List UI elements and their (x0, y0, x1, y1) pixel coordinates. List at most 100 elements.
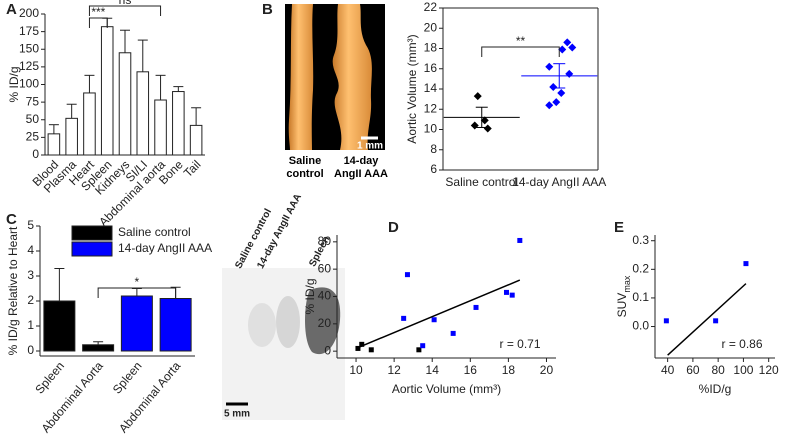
data-point (359, 341, 365, 347)
data-point (568, 43, 577, 52)
data-point (483, 124, 492, 133)
x-tick-label: 20 (540, 363, 554, 377)
y-tick-label: 100 (19, 77, 39, 91)
data-point (416, 347, 422, 353)
y-tick-label: 40 (318, 289, 332, 303)
aaa-signal (276, 296, 300, 348)
panel-letter: A (6, 1, 17, 18)
data-point (480, 116, 489, 125)
x-tick-label: 80 (711, 363, 725, 377)
y-axis-label: Aortic Volume (mm³) (405, 34, 419, 143)
y-tick-label: 3 (27, 268, 34, 282)
x-axis-label: Aortic Volume (mm³) (392, 382, 501, 396)
image-label-box: Saline control (286, 155, 324, 180)
bar (47, 133, 61, 156)
bar (65, 117, 78, 156)
panel-letter: E (614, 219, 624, 236)
y-tick-label: 20 (318, 316, 332, 330)
y-tick-label: 150 (19, 41, 39, 55)
y-tick-label: 125 (19, 59, 39, 73)
data-point (552, 98, 561, 107)
y-tick-label: 0 (27, 343, 34, 357)
significance-bracket (88, 5, 162, 16)
bar (154, 99, 167, 156)
bar (136, 71, 150, 156)
x-tick-label: 16 (464, 363, 478, 377)
data-point (420, 343, 426, 349)
y-tick-label: 0.0 (632, 319, 649, 333)
significance-label: ns (119, 0, 132, 7)
y-axis-label-text: SUV (615, 293, 629, 318)
data-point (368, 347, 374, 353)
y-tick-label: 1 (27, 318, 34, 332)
saline-signal (248, 303, 276, 347)
data-point (503, 289, 509, 295)
x-tick-label: 100 (733, 363, 753, 377)
regression-line (667, 283, 747, 356)
y-tick-label: 60 (318, 261, 332, 275)
legend-swatch (71, 241, 113, 257)
scale-label: 5 mm (224, 409, 250, 420)
bar (43, 300, 76, 352)
y-tick-label: 4 (27, 243, 34, 257)
y-tick-label: 5 (27, 218, 34, 232)
y-tick-label: 175 (19, 24, 39, 38)
legend-label: Saline control (118, 225, 191, 239)
y-axis-label: % ID/g (7, 66, 21, 102)
y-tick-label: 0.2 (632, 261, 649, 275)
y-tick-label: 50 (26, 112, 40, 126)
y-tick-label: 18 (424, 41, 438, 55)
data-point (663, 318, 669, 324)
data-point (517, 237, 523, 243)
y-tick-label: 80 (318, 234, 332, 248)
x-tick-label: Saline control (445, 176, 519, 189)
panel-letter: B (262, 1, 273, 18)
autoradiograph (222, 268, 345, 420)
saline-aorta (288, 4, 314, 150)
y-tick-label: 14 (424, 81, 438, 95)
y-tick-label: 20 (424, 20, 438, 34)
x-tick-label: 10 (349, 363, 363, 377)
y-axis-label: % ID/g (303, 278, 317, 314)
data-point (563, 38, 572, 47)
y-axis-label-text: Aortic Volume (mm³) (405, 34, 419, 143)
bar (189, 124, 203, 156)
x-tick-label: 40 (661, 363, 675, 377)
data-point (450, 330, 456, 336)
correlation-label: r = 0.86 (721, 337, 762, 351)
y-axis-label-text: % ID/g (7, 66, 21, 102)
aaa-aorta (332, 4, 372, 150)
y-axis-label-sub: max (622, 275, 632, 293)
y-tick-label: 22 (424, 0, 438, 14)
aorta-render (285, 4, 385, 150)
correlation-label: r = 0.71 (499, 337, 540, 351)
data-point (401, 315, 407, 321)
y-tick-label: 16 (424, 61, 438, 75)
significance-bracket (97, 287, 177, 298)
x-tick-label: 120 (759, 363, 779, 377)
bar (82, 344, 115, 352)
x-tick-label: 60 (686, 363, 700, 377)
data-point (431, 317, 437, 323)
data-point (473, 304, 479, 310)
y-tick-label: 8 (430, 142, 437, 156)
image-label: Saline control (286, 155, 324, 180)
y-axis-label: SUVmax (615, 275, 632, 317)
x-tick-label: 14-day AngII AAA (512, 176, 607, 189)
data-point (545, 62, 554, 71)
y-axis-label-text: % ID/g (303, 278, 317, 314)
y-tick-label: 6 (430, 162, 437, 176)
y-tick-label: 10 (424, 122, 438, 136)
x-axis-label: %ID/g (699, 382, 732, 396)
bar (159, 298, 192, 352)
data-point (558, 45, 567, 54)
y-tick-label: 75 (26, 94, 40, 108)
scale-label: 1 mm (357, 141, 383, 152)
data-point (545, 101, 554, 110)
y-tick-label: 200 (19, 6, 39, 20)
x-tick-label: 14 (426, 363, 440, 377)
significance-label: *** (91, 5, 105, 19)
significance-label: ** (516, 34, 526, 48)
